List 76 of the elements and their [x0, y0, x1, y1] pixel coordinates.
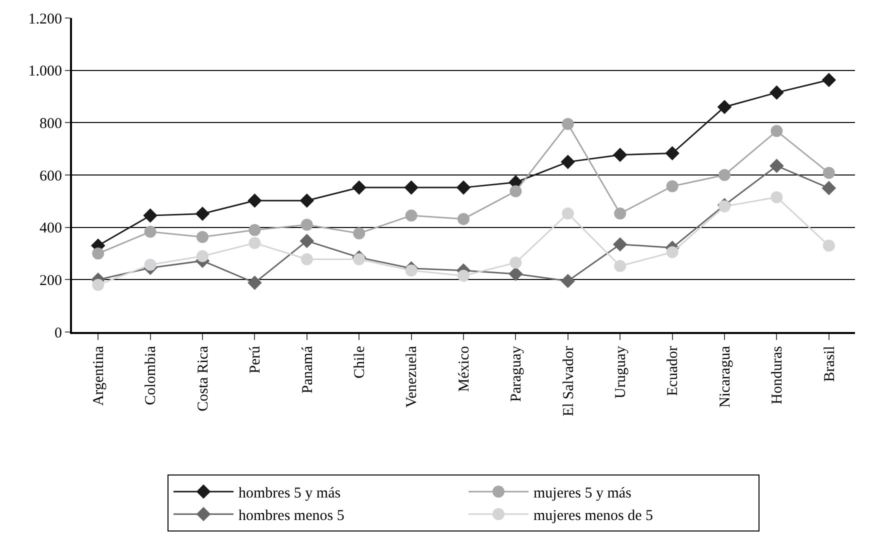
point	[196, 250, 208, 262]
x-tick-label: Ecuador	[665, 346, 682, 396]
point	[458, 212, 470, 225]
point	[144, 258, 156, 271]
x-tick-label: Paraguay	[508, 346, 525, 402]
point	[352, 180, 366, 195]
point	[353, 227, 366, 240]
point	[195, 206, 210, 221]
point	[92, 278, 104, 291]
point	[300, 218, 313, 231]
y-tick-label: 0	[54, 325, 62, 342]
point	[143, 208, 158, 223]
point	[248, 193, 262, 208]
point	[612, 148, 628, 162]
point	[508, 266, 523, 282]
point	[144, 226, 156, 238]
point	[562, 118, 574, 130]
x-tick-label: Nicaragua	[717, 346, 734, 408]
point	[562, 207, 574, 220]
legend-label: mujeres 5 y más	[534, 485, 632, 502]
point	[666, 180, 678, 192]
point	[665, 146, 680, 160]
point	[405, 264, 418, 277]
point	[300, 193, 314, 208]
point	[353, 253, 366, 266]
point	[300, 234, 314, 248]
x-tick-label: Uruguay	[612, 346, 629, 398]
x-tick-label: Venezuela	[404, 346, 420, 408]
point	[822, 180, 836, 196]
x-tick-label: México	[456, 346, 472, 392]
x-tick-label: Honduras	[770, 346, 786, 404]
point	[666, 246, 678, 258]
y-tick-label: 200	[40, 272, 62, 289]
y-tick-label: 400	[40, 220, 62, 237]
x-tick-label: Colombia	[143, 346, 160, 406]
y-tick-label: 600	[40, 168, 62, 184]
x-tick-label: Brasil	[822, 346, 838, 382]
point	[510, 256, 522, 269]
x-tick-label: El Salvador	[560, 346, 577, 416]
point	[560, 154, 576, 170]
point	[612, 237, 628, 252]
y-tick-label: 1.200	[28, 11, 62, 28]
point	[405, 210, 418, 222]
point	[770, 85, 784, 100]
x-tick-label: Argentina	[90, 346, 107, 406]
point	[717, 100, 732, 114]
point	[510, 185, 522, 198]
legend-label: mujeres menos de 5	[534, 508, 654, 524]
point	[718, 200, 730, 212]
y-tick-label: 800	[40, 116, 62, 132]
x-tick-label: Costa Rica	[195, 346, 212, 412]
point	[92, 248, 104, 260]
point	[560, 274, 576, 288]
point	[614, 260, 626, 272]
y-tick-label: 1.000	[28, 64, 62, 80]
x-tick-label: Panamá	[300, 346, 316, 394]
point	[718, 169, 730, 181]
point	[248, 276, 262, 290]
point	[404, 180, 418, 195]
legend-label: hombres 5 y más	[238, 485, 341, 502]
point	[196, 231, 208, 244]
point	[770, 125, 783, 138]
point	[456, 180, 471, 195]
legend-label: hombres menos 5	[238, 508, 344, 524]
point	[300, 253, 313, 266]
x-tick-label: Chile	[352, 346, 368, 378]
x-tick-label: Perú	[248, 346, 264, 374]
point	[770, 191, 783, 204]
point	[822, 240, 835, 252]
point	[248, 237, 261, 250]
point	[458, 270, 470, 282]
point	[822, 166, 835, 179]
point	[614, 207, 626, 220]
point	[770, 158, 784, 173]
point	[822, 72, 836, 88]
point	[248, 224, 261, 236]
